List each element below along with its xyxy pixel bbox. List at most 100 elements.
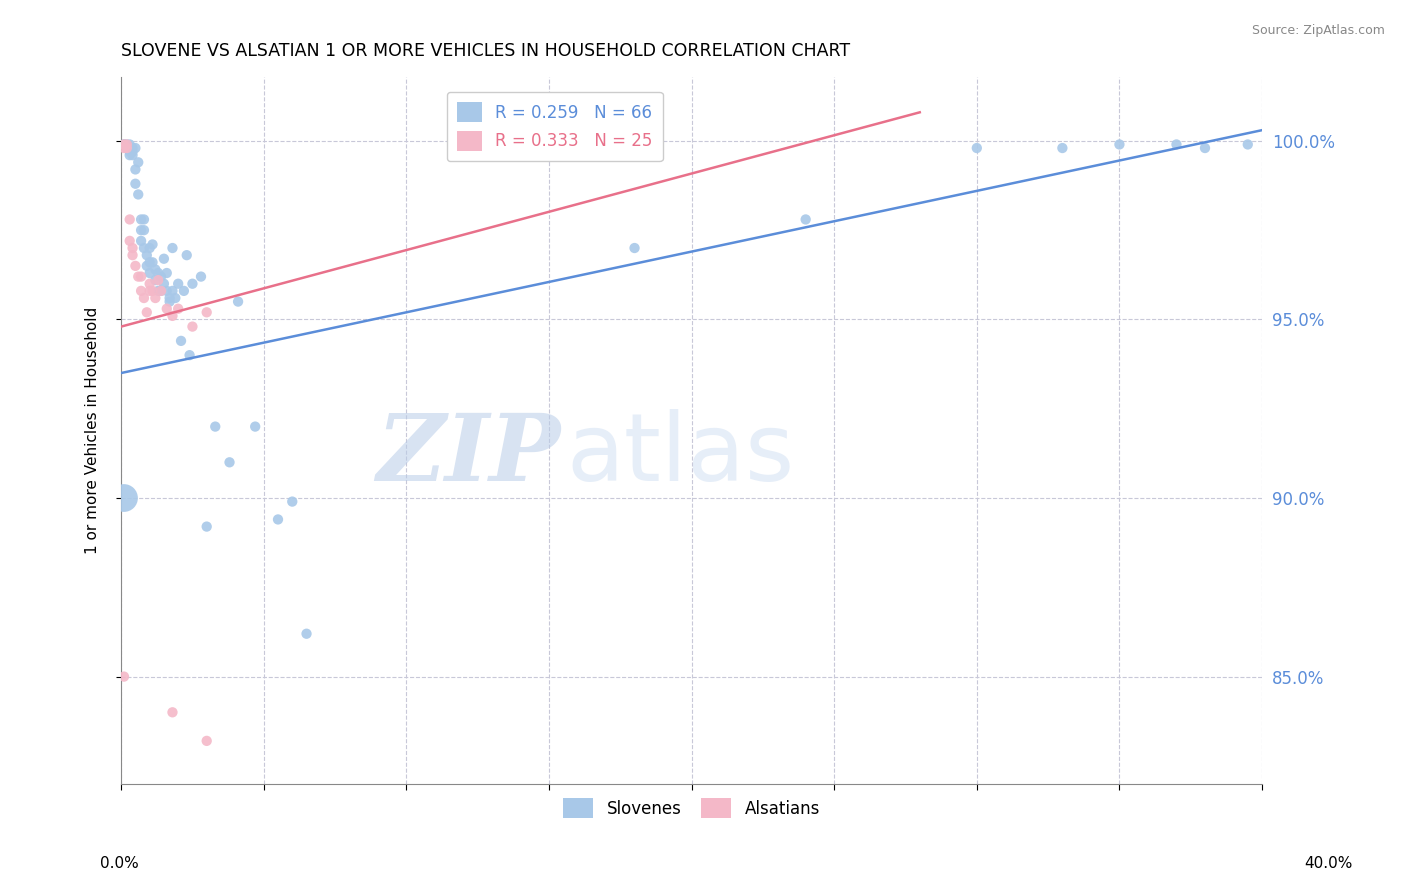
Text: atlas: atlas <box>567 409 794 501</box>
Point <box>159 294 181 309</box>
Point <box>218 455 240 469</box>
Point <box>112 137 135 152</box>
Point <box>176 248 198 262</box>
Point <box>281 494 304 508</box>
Point <box>623 241 645 255</box>
Point <box>127 269 149 284</box>
Point <box>148 284 170 298</box>
Point <box>118 234 141 248</box>
Point <box>135 259 157 273</box>
Y-axis label: 1 or more Vehicles in Household: 1 or more Vehicles in Household <box>86 307 100 554</box>
Point <box>794 212 817 227</box>
Point <box>112 670 135 684</box>
Point <box>156 301 179 316</box>
Point <box>129 223 152 237</box>
Point <box>112 137 135 152</box>
Point <box>124 141 146 155</box>
Point <box>112 137 135 152</box>
Point <box>121 148 143 162</box>
Point <box>167 277 190 291</box>
Point <box>162 284 184 298</box>
Point <box>195 305 218 319</box>
Point <box>162 241 184 255</box>
Point <box>138 241 160 255</box>
Point <box>143 262 166 277</box>
Point <box>132 291 155 305</box>
Point <box>966 141 988 155</box>
Point <box>153 252 176 266</box>
Point <box>150 269 173 284</box>
Text: SLOVENE VS ALSATIAN 1 OR MORE VEHICLES IN HOUSEHOLD CORRELATION CHART: SLOVENE VS ALSATIAN 1 OR MORE VEHICLES I… <box>121 42 851 60</box>
Point <box>173 284 195 298</box>
Point <box>129 284 152 298</box>
Point <box>115 137 138 152</box>
Point <box>148 273 170 287</box>
Point <box>138 277 160 291</box>
Point <box>150 284 173 298</box>
Point <box>115 141 138 155</box>
Point <box>156 284 179 298</box>
Point <box>129 234 152 248</box>
Point <box>267 512 290 526</box>
Point <box>226 294 249 309</box>
Point <box>195 734 218 748</box>
Point <box>1236 137 1258 152</box>
Point <box>127 155 149 169</box>
Text: 40.0%: 40.0% <box>1305 856 1353 871</box>
Point <box>124 162 146 177</box>
Point <box>162 706 184 720</box>
Point <box>190 269 212 284</box>
Point <box>141 255 163 269</box>
Point <box>124 177 146 191</box>
Point <box>179 348 201 362</box>
Text: ZIP: ZIP <box>377 410 561 500</box>
Point <box>121 248 143 262</box>
Point <box>121 241 143 255</box>
Point <box>118 148 141 162</box>
Point <box>118 212 141 227</box>
Point <box>115 141 138 155</box>
Point <box>115 137 138 152</box>
Point <box>112 491 135 505</box>
Point <box>118 137 141 152</box>
Point <box>148 266 170 280</box>
Point <box>112 141 135 155</box>
Point <box>121 141 143 155</box>
Point <box>167 301 190 316</box>
Point <box>118 145 141 159</box>
Point <box>121 145 143 159</box>
Point <box>1194 141 1216 155</box>
Point <box>1166 137 1188 152</box>
Point <box>150 284 173 298</box>
Point <box>129 269 152 284</box>
Text: 0.0%: 0.0% <box>100 856 139 871</box>
Point <box>141 237 163 252</box>
Point <box>135 305 157 319</box>
Point <box>170 334 193 348</box>
Point <box>127 187 149 202</box>
Point <box>132 241 155 255</box>
Point <box>138 284 160 298</box>
Point <box>124 259 146 273</box>
Point <box>159 291 181 305</box>
Legend: Slovenes, Alsatians: Slovenes, Alsatians <box>557 791 827 825</box>
Point <box>143 291 166 305</box>
Point <box>138 266 160 280</box>
Point <box>181 277 204 291</box>
Point <box>1052 141 1074 155</box>
Point <box>204 419 226 434</box>
Point <box>129 212 152 227</box>
Point <box>135 248 157 262</box>
Point <box>141 284 163 298</box>
Point <box>132 223 155 237</box>
Point <box>195 519 218 533</box>
Point <box>1108 137 1130 152</box>
Point <box>165 291 187 305</box>
Point <box>295 626 318 640</box>
Point <box>156 266 179 280</box>
Point <box>162 309 184 323</box>
Point <box>245 419 267 434</box>
Point <box>132 212 155 227</box>
Point <box>181 319 204 334</box>
Point <box>138 255 160 269</box>
